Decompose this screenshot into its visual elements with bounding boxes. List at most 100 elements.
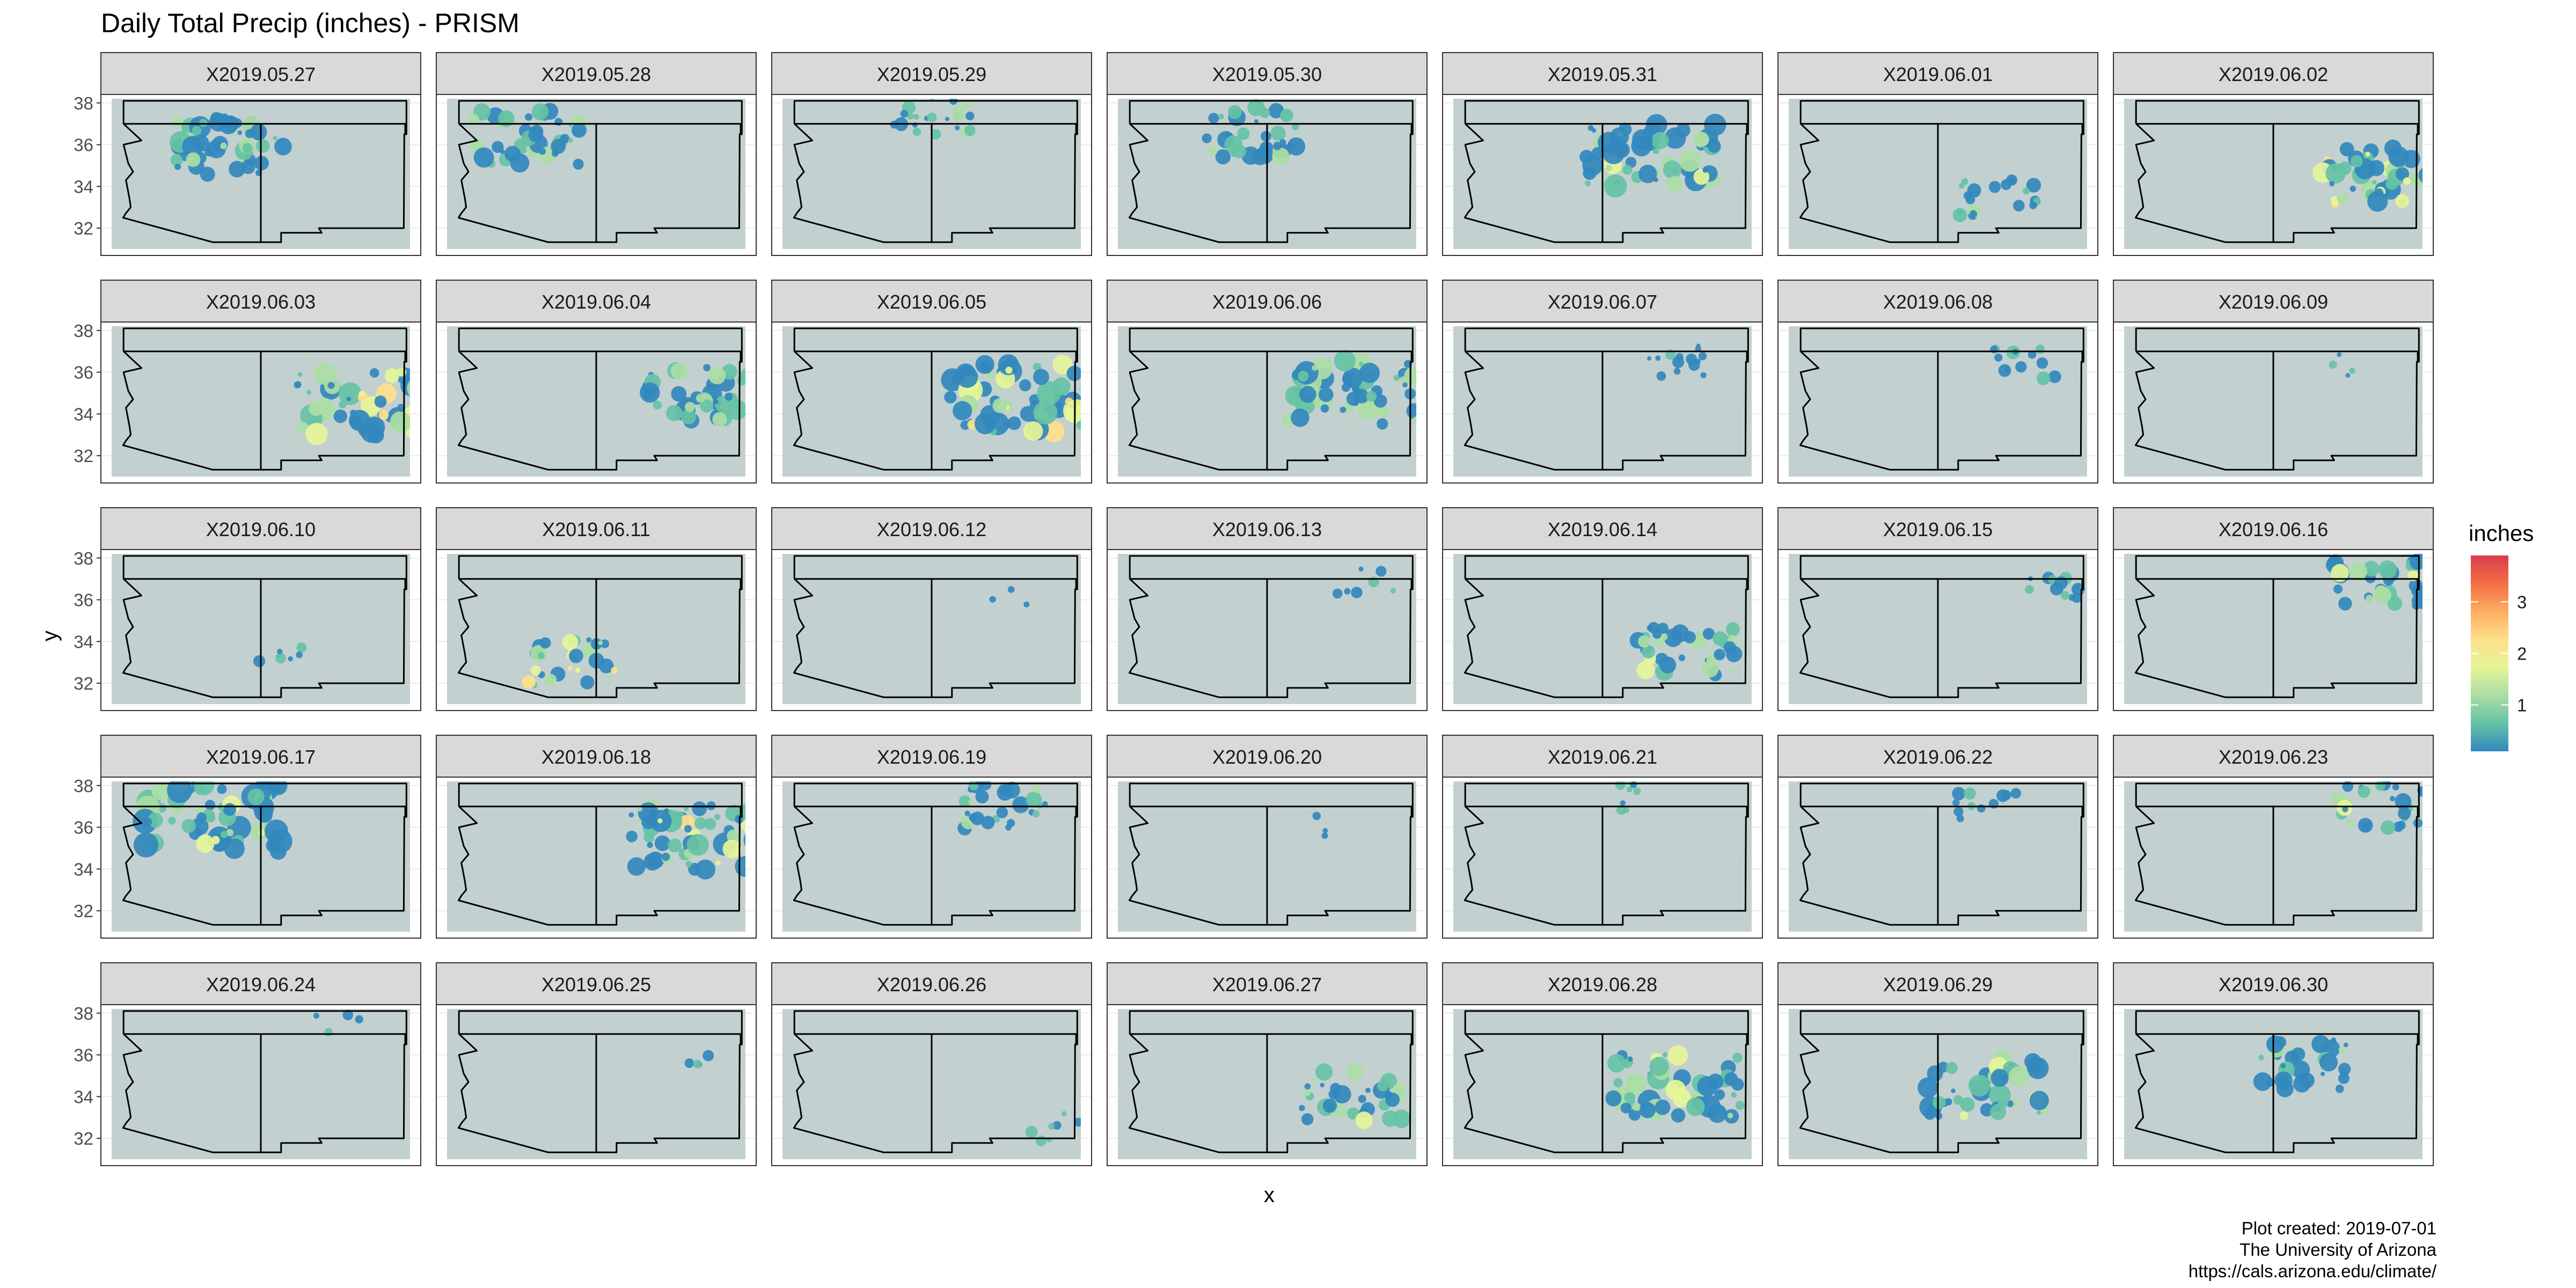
precip-cell	[1996, 789, 2009, 802]
new-mexico-boundary	[596, 806, 742, 926]
precip-cell	[1953, 807, 1964, 817]
precip-field	[2329, 352, 2355, 378]
facet-label: X2019.06.15	[1883, 518, 1993, 540]
region-boundary	[793, 555, 1078, 590]
facet-panel: X2019.06.09	[2113, 280, 2434, 484]
precip-cell	[1340, 406, 1346, 413]
precip-cell	[2333, 584, 2343, 594]
y-tick-label: 38	[74, 776, 93, 796]
facet-strip	[436, 962, 757, 1005]
precip-cell	[1270, 126, 1286, 141]
state-boundaries	[1128, 327, 1414, 471]
precip-field	[1990, 344, 2061, 385]
arizona-boundary	[1463, 1033, 1604, 1153]
precip-cell	[2329, 181, 2335, 187]
facet-panel: X2019.06.20	[1107, 735, 1428, 939]
region-boundary	[1799, 782, 2084, 818]
precip-cell	[1342, 383, 1351, 392]
precip-cell	[1607, 1054, 1626, 1073]
facet-label: X2019.05.28	[541, 63, 651, 85]
precip-field	[684, 1050, 714, 1069]
precip-cell	[2372, 180, 2377, 185]
facet-map	[1777, 94, 2098, 256]
facet-strip	[1777, 280, 2098, 323]
precip-cell	[981, 816, 995, 830]
precip-field	[890, 99, 976, 140]
precip-cell	[1632, 1102, 1641, 1111]
precip-cell	[277, 648, 283, 655]
y-tick-label: 32	[74, 218, 93, 238]
arizona-boundary	[1463, 350, 1604, 471]
precip-cell	[1988, 181, 2001, 193]
new-mexico-boundary	[596, 350, 742, 471]
facet-label: X2019.06.10	[206, 518, 316, 540]
facet-map	[436, 777, 757, 939]
state-boundaries	[457, 782, 743, 926]
arizona-boundary	[122, 578, 262, 698]
precip-cell	[1306, 406, 1312, 411]
precip-cell	[1237, 127, 1250, 140]
arizona-boundary	[1463, 123, 1604, 243]
precip-cell	[1980, 1103, 1994, 1117]
facet-label: X2019.05.30	[1212, 63, 1322, 85]
precip-cell	[1029, 394, 1040, 405]
region-boundary	[458, 1010, 743, 1045]
facet-strip	[1107, 735, 1428, 778]
precip-cell	[945, 116, 950, 121]
precip-cell	[1693, 133, 1708, 148]
precip-field	[1952, 174, 2041, 223]
arizona-boundary	[122, 350, 262, 471]
state-boundaries	[122, 327, 407, 471]
state-boundaries	[1128, 100, 1414, 243]
precip-cell	[975, 790, 989, 803]
state-boundaries	[457, 327, 743, 471]
color-legend: inches 1 2 3	[2469, 521, 2534, 751]
precip-cell	[473, 147, 494, 168]
precip-cell	[2338, 1046, 2346, 1053]
new-mexico-boundary	[2273, 1033, 2419, 1153]
facet-panel: X2019.06.13	[1107, 507, 1428, 711]
precip-cell	[2395, 793, 2412, 810]
precip-cell	[219, 115, 238, 135]
precip-cell	[1037, 381, 1061, 406]
precip-cell	[958, 795, 971, 808]
precip-cell	[531, 665, 541, 676]
precip-cell	[1702, 167, 1709, 173]
precip-cell	[1673, 368, 1681, 375]
precip-cell	[1312, 811, 1321, 821]
facet-label: X2019.06.18	[541, 746, 651, 768]
region-boundary	[1129, 100, 1414, 135]
precip-cell	[1358, 362, 1364, 367]
precip-cell	[339, 400, 347, 409]
precip-cell	[1351, 420, 1356, 426]
precip-cell	[1052, 354, 1073, 375]
precip-cell	[194, 783, 206, 795]
precip-cell	[551, 138, 566, 154]
region-boundary	[122, 782, 407, 818]
precip-cell	[1655, 1099, 1671, 1115]
precip-cell	[324, 1028, 333, 1037]
state-boundaries	[1463, 1010, 1749, 1153]
caption-created: Plot created: 2019-07-01	[2242, 1218, 2436, 1238]
region-boundary	[1129, 555, 1414, 590]
precip-cell	[1642, 645, 1655, 658]
precip-cell	[2395, 194, 2410, 208]
precip-cell	[1695, 358, 1701, 364]
precip-cell	[606, 676, 611, 680]
precip-cell	[1299, 1104, 1305, 1111]
precip-cell	[1640, 1102, 1656, 1118]
facet-strip	[1777, 735, 2098, 778]
arizona-boundary	[457, 1033, 597, 1153]
y-tick-label: 36	[74, 590, 93, 610]
precip-cell	[1648, 621, 1659, 634]
precip-cell	[1020, 406, 1036, 422]
precip-cell	[1322, 828, 1328, 833]
facet-panel: X2019.06.18	[436, 735, 757, 939]
precip-cell	[1671, 1108, 1686, 1123]
state-boundaries	[1463, 555, 1749, 698]
precip-cell	[250, 123, 267, 141]
region-boundary	[458, 782, 743, 818]
facet-label: X2019.06.28	[1548, 974, 1657, 996]
precip-cell	[714, 814, 721, 820]
region-boundary	[1464, 782, 1749, 818]
